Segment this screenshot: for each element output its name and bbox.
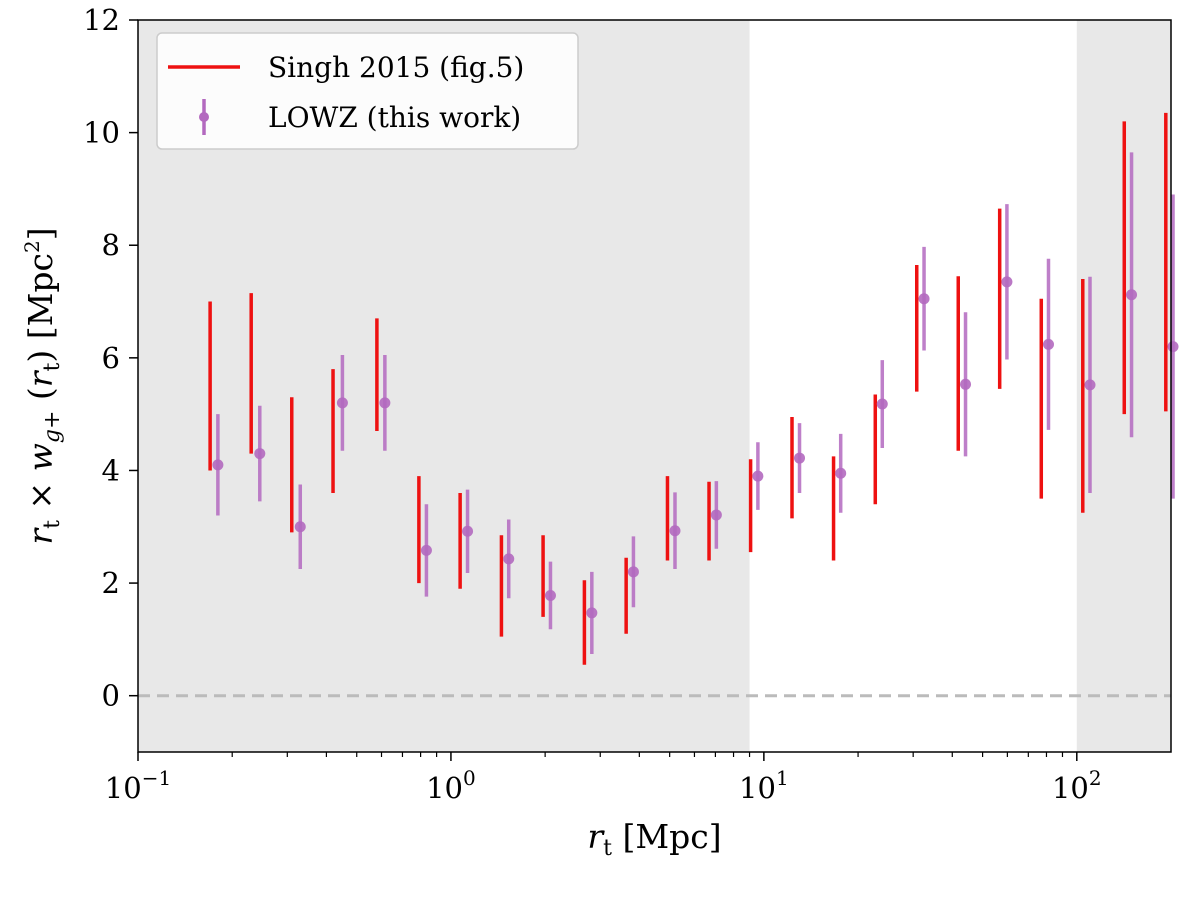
lowz-point (462, 525, 474, 537)
lowz-point (420, 544, 432, 556)
lowz-point (669, 525, 681, 537)
y-tick-label: 8 (102, 228, 120, 262)
y-tick-label: 2 (102, 566, 120, 600)
lowz-point (627, 566, 639, 578)
lowz-point (379, 397, 391, 409)
y-axis-label: rt × wg+ (rt) [Mpc2] (20, 227, 65, 544)
lowz-point (752, 470, 764, 482)
y-tick-label: 4 (102, 453, 120, 487)
lowz-point (294, 521, 306, 533)
lowz-point (503, 553, 515, 565)
lowz-point (1167, 341, 1179, 353)
lowz-point (1042, 338, 1054, 350)
lowz-point (586, 607, 598, 619)
x-tick-label: 102 (1052, 766, 1102, 805)
lowz-point (835, 467, 847, 479)
x-tick-label: 101 (739, 766, 789, 805)
y-tick-label: 0 (102, 679, 120, 713)
lowz-point (254, 448, 266, 460)
lowz-point (710, 509, 722, 521)
lowz-point (1084, 379, 1096, 391)
lowz-point (876, 398, 888, 410)
lowz-point (918, 293, 930, 305)
y-tick-label: 10 (83, 116, 120, 150)
x-tick-label: 10−1 (105, 766, 171, 805)
y-tick-label: 6 (102, 341, 120, 375)
legend-label-lowz: LOWZ (this work) (268, 101, 521, 134)
x-axis-label: rt [Mpc] (587, 817, 721, 861)
legend: Singh 2015 (fig.5) LOWZ (this work) (156, 32, 579, 150)
y-axis: 0 2 4 6 8 10 12 (83, 3, 138, 713)
lowz-point (544, 589, 556, 601)
y-tick-label: 12 (83, 3, 120, 37)
lowz-point (336, 397, 348, 409)
plot-frame (137, 19, 1172, 753)
x-axis: 10−1 100 101 102 (105, 752, 1102, 805)
lowz-point (212, 459, 224, 471)
series-layer (208, 112, 1179, 665)
legend-marker-lowz-point (199, 112, 209, 122)
lowz-point (794, 452, 806, 464)
lowz-point (1001, 276, 1013, 288)
x-tick-label: 100 (426, 766, 476, 805)
legend-label-singh: Singh 2015 (fig.5) (268, 51, 524, 84)
lowz-point (1126, 289, 1138, 301)
legend-box (156, 32, 579, 150)
lowz-point (960, 378, 972, 390)
